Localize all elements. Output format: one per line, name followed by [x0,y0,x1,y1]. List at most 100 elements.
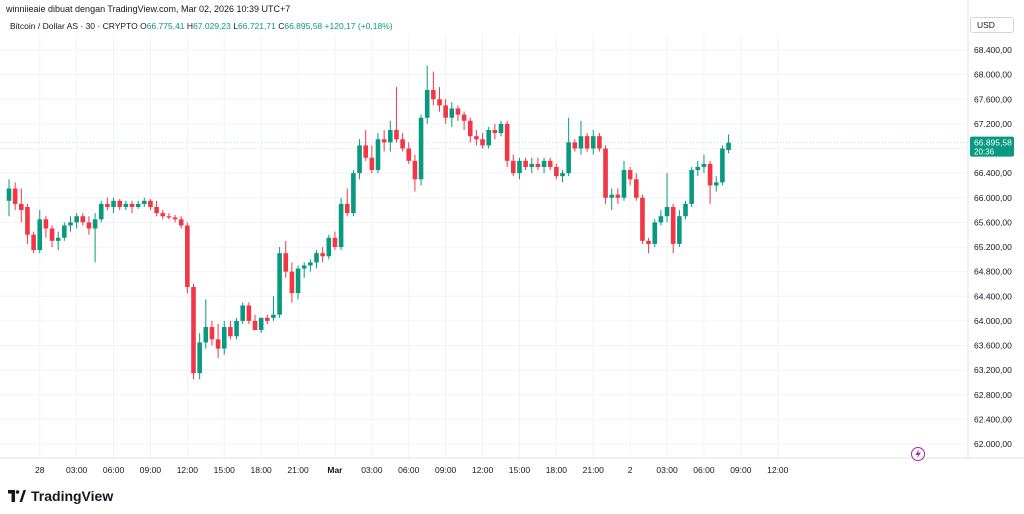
candle-body[interactable] [523,160,528,167]
candle-body[interactable] [25,206,30,235]
candle-body[interactable] [664,206,670,217]
candle-body[interactable] [209,327,215,340]
candle-body[interactable] [19,203,24,211]
candle-body[interactable] [154,206,159,214]
candle-body[interactable] [258,317,264,331]
candle-body[interactable] [86,222,92,229]
candle-body[interactable] [455,108,461,115]
candle-body[interactable] [572,142,578,149]
candle-body[interactable] [62,225,67,238]
candle-body[interactable] [68,222,73,226]
candle-body[interactable] [375,139,381,171]
candle-body[interactable] [326,237,332,257]
candle-body[interactable] [541,160,547,167]
candle-body[interactable] [640,197,645,241]
candle-body[interactable] [92,219,98,229]
candle-body[interactable] [123,203,129,207]
candle-body[interactable] [98,203,104,220]
candle-body[interactable] [111,200,116,207]
candle-body[interactable] [80,216,86,223]
candle-body[interactable] [105,203,110,207]
candle-body[interactable] [486,130,491,146]
candle-body[interactable] [584,136,590,149]
candle-body[interactable] [289,271,295,294]
candle-body[interactable] [148,200,153,207]
candle-body[interactable] [191,287,196,374]
candle-body[interactable] [480,139,485,146]
candle-body[interactable] [308,262,313,266]
candle-body[interactable] [560,173,565,177]
lightning-icon[interactable] [911,447,925,461]
candle-body[interactable] [621,170,627,198]
candle-body[interactable] [652,222,658,244]
candle-body[interactable] [615,194,621,198]
candle-body[interactable] [418,117,424,180]
candle-body[interactable] [369,157,375,171]
candle-body[interactable] [646,240,651,244]
candle-body[interactable] [603,148,608,198]
candle-body[interactable] [627,170,633,180]
candle-body[interactable] [474,136,479,140]
candle-body[interactable] [215,339,221,349]
candle-body[interactable] [467,120,473,137]
candle-body[interactable] [529,163,535,167]
candle-body[interactable] [363,145,368,158]
candle-body[interactable] [388,130,393,143]
candle-body[interactable] [160,213,166,217]
candle-body[interactable] [443,105,448,118]
candle-body[interactable] [283,253,289,272]
candle-body[interactable] [701,163,707,167]
candle-body[interactable] [271,314,276,318]
candle-body[interactable] [400,139,405,149]
candle-body[interactable] [142,200,147,204]
candle-body[interactable] [265,317,270,321]
candle-body[interactable] [240,305,245,321]
candle-body[interactable] [49,228,55,241]
candle-body[interactable] [449,108,455,118]
candle-body[interactable] [517,160,522,174]
candle-body[interactable] [320,253,325,257]
candle-body[interactable] [252,320,258,331]
candle-body[interactable] [634,179,639,198]
candle-body[interactable] [707,163,713,186]
candle-body[interactable] [658,216,664,223]
candle-body[interactable] [713,182,719,186]
candle-body[interactable] [424,90,430,118]
candle-body[interactable] [547,160,553,167]
candle-body[interactable] [381,139,387,143]
candle-body[interactable] [720,148,725,183]
candle-body[interactable] [504,123,510,161]
candle-body[interactable] [117,200,122,207]
candle-body[interactable] [437,99,442,106]
candle-body[interactable] [412,160,418,180]
candle-body[interactable] [431,90,436,100]
candle-body[interactable] [178,219,184,226]
candle-body[interactable] [203,327,209,343]
candle-body[interactable] [394,130,399,140]
candle-body[interactable] [43,219,49,229]
candle-body[interactable] [566,142,571,174]
candle-body[interactable] [406,148,412,161]
candle-body[interactable] [197,342,202,374]
candle-body[interactable] [332,237,338,247]
candle-body[interactable] [246,305,252,321]
candle-body[interactable] [677,216,682,244]
candle-body[interactable] [590,136,596,149]
candle-body[interactable] [338,203,344,247]
candle-body[interactable] [726,142,731,151]
candle-body[interactable] [277,253,282,315]
candle-body[interactable] [609,194,614,198]
candle-body[interactable] [234,320,239,337]
candle-body[interactable] [695,166,701,171]
candle-body[interactable] [301,265,307,269]
candle-body[interactable] [129,203,135,207]
candle-body[interactable] [185,225,190,288]
candle-body[interactable] [670,206,676,244]
candle-body[interactable] [228,327,233,337]
candle-body[interactable] [578,136,584,149]
candle-body[interactable] [74,216,79,223]
candle-body[interactable] [221,327,227,349]
candle-body[interactable] [492,130,498,134]
candle-body[interactable] [554,166,559,177]
candle-body[interactable] [351,173,356,214]
